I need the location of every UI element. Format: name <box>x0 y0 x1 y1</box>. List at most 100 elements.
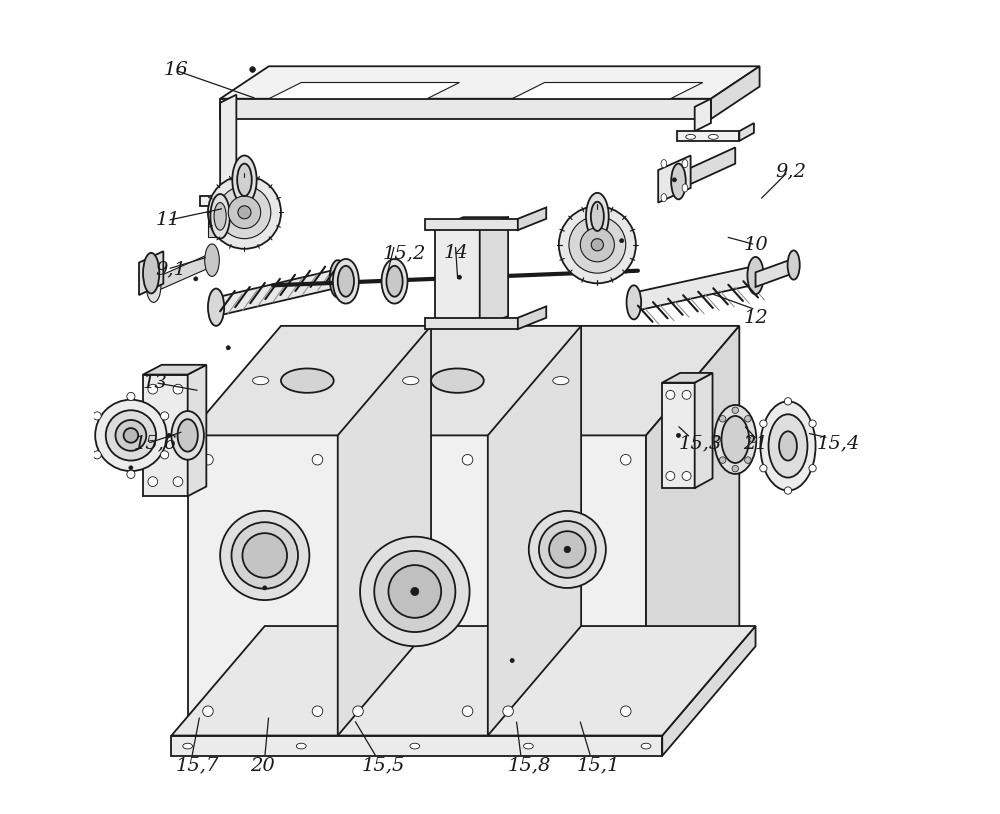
Ellipse shape <box>672 177 676 182</box>
Text: 15,2: 15,2 <box>382 244 426 262</box>
Ellipse shape <box>431 369 484 393</box>
Ellipse shape <box>620 239 624 243</box>
Polygon shape <box>208 212 218 237</box>
Ellipse shape <box>210 194 230 239</box>
Polygon shape <box>678 147 735 190</box>
Ellipse shape <box>203 454 213 465</box>
Polygon shape <box>257 188 271 206</box>
Ellipse shape <box>210 200 219 205</box>
Ellipse shape <box>569 217 626 274</box>
Ellipse shape <box>129 466 133 470</box>
Ellipse shape <box>559 206 636 283</box>
Ellipse shape <box>666 391 675 400</box>
Ellipse shape <box>237 164 252 196</box>
Ellipse shape <box>666 471 675 480</box>
Ellipse shape <box>178 419 198 452</box>
Polygon shape <box>480 217 508 327</box>
Ellipse shape <box>386 266 403 296</box>
Ellipse shape <box>208 288 224 326</box>
Ellipse shape <box>115 420 146 451</box>
Text: 15,3: 15,3 <box>678 435 722 453</box>
Polygon shape <box>711 66 760 119</box>
Ellipse shape <box>127 470 135 479</box>
Ellipse shape <box>745 416 751 422</box>
Ellipse shape <box>714 436 721 443</box>
Ellipse shape <box>374 551 455 632</box>
Ellipse shape <box>171 411 204 460</box>
Polygon shape <box>220 98 711 119</box>
Ellipse shape <box>760 401 816 491</box>
Polygon shape <box>139 252 163 295</box>
Ellipse shape <box>745 457 751 463</box>
Polygon shape <box>739 123 754 141</box>
Ellipse shape <box>281 369 334 393</box>
Ellipse shape <box>549 532 586 567</box>
Ellipse shape <box>682 184 688 192</box>
Ellipse shape <box>183 743 193 749</box>
Ellipse shape <box>779 431 797 461</box>
Polygon shape <box>512 82 703 98</box>
Ellipse shape <box>661 194 667 202</box>
Ellipse shape <box>682 160 688 168</box>
Ellipse shape <box>167 433 171 437</box>
Ellipse shape <box>591 239 603 251</box>
Ellipse shape <box>173 477 183 487</box>
Text: 15,7: 15,7 <box>176 756 219 775</box>
Ellipse shape <box>410 743 420 749</box>
Polygon shape <box>518 208 546 230</box>
Ellipse shape <box>708 134 718 139</box>
Polygon shape <box>435 217 508 229</box>
Ellipse shape <box>732 407 738 414</box>
Ellipse shape <box>232 155 257 204</box>
Text: 15,5: 15,5 <box>362 756 405 775</box>
Ellipse shape <box>95 400 167 471</box>
Ellipse shape <box>788 251 800 280</box>
Ellipse shape <box>208 176 281 249</box>
Polygon shape <box>216 269 338 316</box>
Ellipse shape <box>263 586 267 590</box>
Text: 20: 20 <box>250 756 275 775</box>
Polygon shape <box>200 196 257 206</box>
Polygon shape <box>188 365 206 497</box>
Ellipse shape <box>226 346 230 350</box>
Ellipse shape <box>553 377 569 385</box>
Polygon shape <box>151 253 212 293</box>
Ellipse shape <box>253 377 269 385</box>
Ellipse shape <box>234 200 244 205</box>
Ellipse shape <box>238 206 251 219</box>
Ellipse shape <box>148 384 158 394</box>
Polygon shape <box>188 435 646 736</box>
Ellipse shape <box>360 536 470 646</box>
Polygon shape <box>518 306 546 329</box>
Ellipse shape <box>127 392 135 400</box>
Ellipse shape <box>539 521 596 578</box>
Ellipse shape <box>784 487 792 494</box>
Polygon shape <box>756 259 794 287</box>
Text: 12: 12 <box>743 309 768 326</box>
Text: 11: 11 <box>155 212 180 230</box>
Ellipse shape <box>721 416 749 463</box>
Text: 16: 16 <box>163 61 188 79</box>
Ellipse shape <box>682 471 691 480</box>
Ellipse shape <box>382 259 408 304</box>
Ellipse shape <box>732 466 738 472</box>
Polygon shape <box>488 326 581 736</box>
Ellipse shape <box>106 410 156 461</box>
Ellipse shape <box>809 465 816 472</box>
Ellipse shape <box>296 743 306 749</box>
Ellipse shape <box>620 706 631 716</box>
Ellipse shape <box>161 412 169 420</box>
Ellipse shape <box>750 436 756 443</box>
Ellipse shape <box>620 454 631 465</box>
Polygon shape <box>220 94 236 196</box>
Ellipse shape <box>564 546 571 553</box>
Ellipse shape <box>682 391 691 400</box>
Ellipse shape <box>403 377 419 385</box>
Polygon shape <box>695 98 711 131</box>
Polygon shape <box>662 373 713 383</box>
Ellipse shape <box>719 457 726 463</box>
Ellipse shape <box>242 533 287 578</box>
Ellipse shape <box>661 160 667 168</box>
Text: 14: 14 <box>443 244 468 262</box>
Ellipse shape <box>627 286 641 319</box>
